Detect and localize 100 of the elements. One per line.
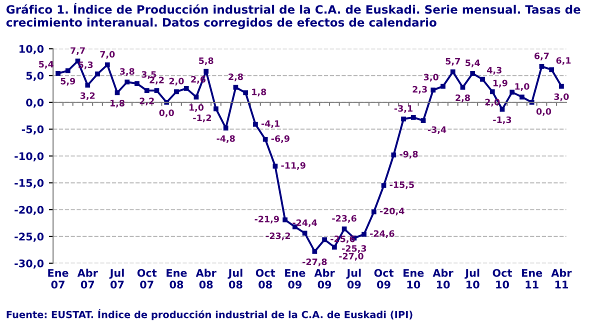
data-label: -1,3 <box>493 116 512 124</box>
x-tick-label: Oct 07 <box>137 268 157 289</box>
point <box>253 122 258 127</box>
point <box>430 88 436 92</box>
data-label: -27,0 <box>339 252 364 261</box>
y-tick-label: -5,0 <box>22 125 44 135</box>
x-tick-label: Jul 07 <box>109 268 124 289</box>
point <box>342 226 347 232</box>
data-label: 2,2 <box>150 76 164 84</box>
point <box>480 76 485 82</box>
x-tick-label: Oct 09 <box>374 268 394 289</box>
point <box>401 116 406 122</box>
data-label: 1,8 <box>110 100 124 108</box>
data-label: 6,1 <box>556 57 571 65</box>
point <box>56 70 60 76</box>
data-label: 0,0 <box>159 109 174 118</box>
data-label: -3,4 <box>428 126 446 134</box>
x-tick-label: Oct 10 <box>492 268 512 289</box>
point <box>362 232 366 237</box>
x-tick-label: Ene 10 <box>404 269 424 289</box>
x-tick-label: Abr 08 <box>196 268 216 289</box>
x-tick-label: Ene 07 <box>48 269 68 289</box>
data-label: 2,8 <box>228 73 243 82</box>
data-label: -24,4 <box>292 219 318 228</box>
point <box>490 89 495 94</box>
data-label: 3,2 <box>80 92 95 100</box>
point <box>194 94 199 100</box>
point <box>154 88 160 94</box>
data-label: -11,9 <box>281 162 306 170</box>
x-tick-label: Jul 10 <box>464 268 480 289</box>
point <box>302 230 308 236</box>
data-label: 1,9 <box>493 80 508 88</box>
point <box>95 72 100 76</box>
data-label: -4,1 <box>261 120 280 128</box>
data-label: -21,9 <box>254 216 279 224</box>
point <box>85 82 90 88</box>
data-label: -27,8 <box>302 258 327 266</box>
point <box>440 84 446 89</box>
data-label: 1,8 <box>252 88 266 96</box>
data-label: 2,3 <box>412 86 427 94</box>
point <box>134 81 140 86</box>
data-label: 6,7 <box>534 52 549 60</box>
data-label: -6,9 <box>271 135 290 144</box>
data-label: 5,8 <box>199 57 214 66</box>
y-tick-label: -30,0 <box>14 259 44 269</box>
data-label: -20,4 <box>380 208 404 216</box>
data-label: -15,5 <box>390 182 414 190</box>
x-tick-label: Oct 08 <box>256 268 276 289</box>
point <box>204 68 209 74</box>
data-label: -25,3 <box>342 245 366 253</box>
data-label: -23,2 <box>266 232 290 240</box>
x-tick-label: Ene 09 <box>285 269 306 289</box>
data-label: 4,3 <box>487 66 502 75</box>
data-label: 3,0 <box>554 93 569 102</box>
x-tick-label: Jul 09 <box>346 268 361 289</box>
data-label: -1,2 <box>193 114 212 122</box>
point <box>559 84 564 89</box>
data-label: -23,6 <box>332 215 356 223</box>
point <box>500 106 505 112</box>
data-label: 2,0 <box>169 78 184 86</box>
data-label: -3,1 <box>394 105 412 113</box>
data-label: 5,7 <box>446 58 460 66</box>
point <box>420 118 426 124</box>
point <box>529 100 534 105</box>
data-label: 2,8 <box>456 94 470 102</box>
data-label: 7,0 <box>100 50 115 59</box>
point <box>520 94 524 100</box>
data-label: 3,0 <box>424 74 438 82</box>
data-label: 7,7 <box>70 47 85 55</box>
x-tick-label: Abr 09 <box>314 268 335 289</box>
data-label: 1,0 <box>515 83 530 91</box>
x-tick-label: Abr 07 <box>77 268 98 289</box>
point <box>114 90 120 96</box>
data-label: 0,0 <box>536 108 552 116</box>
point <box>391 152 396 158</box>
data-label: -24,6 <box>370 230 394 238</box>
point <box>214 106 218 112</box>
data-label: -9,8 <box>400 150 418 159</box>
point <box>144 88 150 94</box>
point <box>510 90 515 95</box>
point <box>223 126 228 131</box>
point <box>104 62 110 68</box>
x-tick-label: Ene 11 <box>522 269 542 288</box>
data-label: -4,8 <box>216 135 235 143</box>
point <box>322 237 327 242</box>
point <box>282 217 288 222</box>
y-tick-label: 10,0 <box>20 44 44 54</box>
point <box>65 68 70 74</box>
point <box>381 183 386 188</box>
point <box>332 244 337 250</box>
point <box>164 100 170 105</box>
point <box>470 70 476 76</box>
y-tick-label: 0,0 <box>26 98 44 108</box>
y-tick-label: -25,0 <box>14 232 44 242</box>
chart-title: Gráfico 1. Índice de Producción industrial de la C.A. de Euskadi. Serie mensual. Tasas de crecimiento interanual. Datos corregidos de efectos de calendario <box>6 2 580 30</box>
y-tick-label: -10,0 <box>14 152 44 162</box>
data-label: 3,8 <box>120 68 134 76</box>
point <box>262 136 268 142</box>
x-tick-label: Abr 10 <box>432 268 454 289</box>
source-note: Fuente: EUSTAT. Índice de producción industrial de la C.A. de Euskadi (IPI) <box>6 309 412 320</box>
